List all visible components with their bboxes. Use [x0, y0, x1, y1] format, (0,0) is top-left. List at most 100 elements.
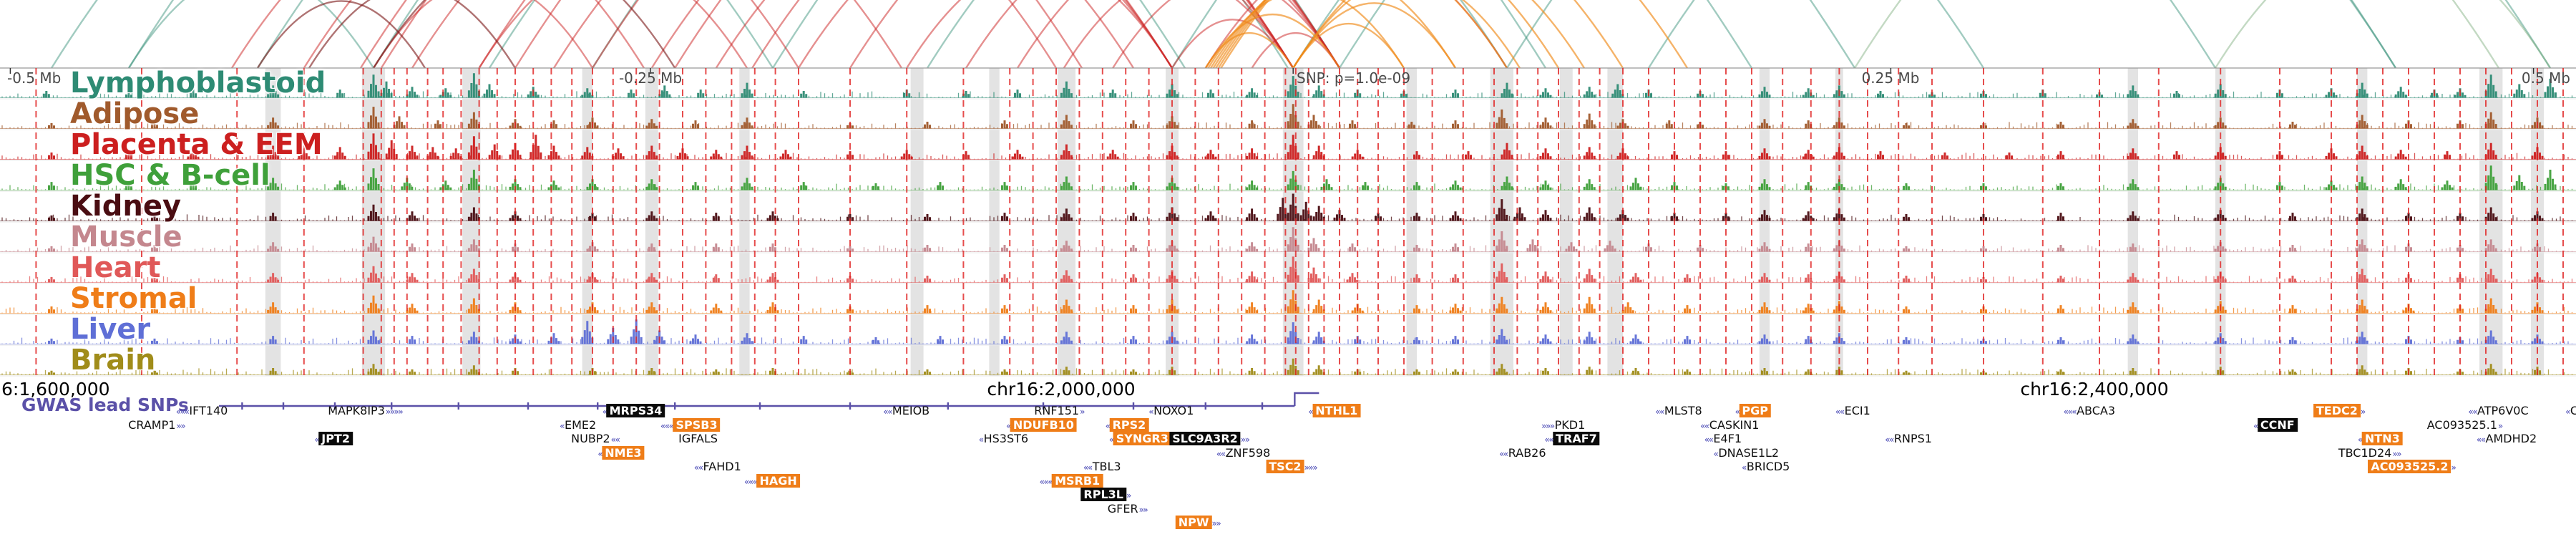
strand-arrows-icon: «« — [2476, 435, 2486, 445]
strand-arrows-icon: « — [560, 420, 565, 431]
track-label-lymphoblastoid[interactable]: Lymphoblastoid — [70, 67, 326, 100]
gene-amdhd2[interactable]: ««AMDHD2 — [2477, 432, 2537, 447]
strand-arrows-icon: » — [1126, 490, 1131, 500]
gene-label: MSRB1 — [1052, 473, 1103, 488]
gene-syngr3[interactable]: «SYNGR3 — [1109, 432, 1171, 447]
gwas-lead-snps-line[interactable] — [219, 392, 1319, 410]
gene-atp6v0c[interactable]: ««ATP6V0C — [2468, 404, 2529, 419]
gene-abca3[interactable]: «««ABCA3 — [2064, 404, 2116, 419]
gene-bricd5[interactable]: «BRICD5 — [1742, 460, 1790, 475]
track-signal-kidney[interactable] — [0, 193, 2576, 221]
gene-caskin1[interactable]: ««CASKIN1 — [1700, 418, 1760, 433]
gene-e4f1[interactable]: ««E4F1 — [1704, 432, 1742, 447]
track-label-muscle[interactable]: Muscle — [70, 221, 182, 253]
gene-hagh[interactable]: ««« HAGH — [744, 473, 800, 489]
track-label-placenta-eem[interactable]: Placenta & EEM — [70, 128, 323, 161]
gene-igfals[interactable]: IGFALS — [678, 432, 718, 445]
gene-tbc1d24[interactable]: TBC1D24»» — [2338, 445, 2402, 461]
gene-ac093525-1[interactable]: AC093525.1» — [2426, 418, 2503, 433]
gene-label: IFT140 — [189, 404, 228, 417]
gene-jpt2[interactable]: «JPT2 — [314, 432, 353, 447]
gene-rnps1[interactable]: ««RNPS1 — [1885, 432, 1933, 447]
strand-arrows-icon: ««« — [1039, 476, 1053, 487]
gene-rpl3l[interactable]: RPL3L» — [1080, 488, 1131, 503]
gene-znf598[interactable]: ««ZNF598 — [1216, 446, 1271, 461]
gene-label: TBC1D24 — [2338, 445, 2392, 460]
gene-mlst8[interactable]: ««MLST8 — [1655, 404, 1703, 419]
gene-nubp2[interactable]: NUBP2«« — [570, 432, 620, 447]
gene-dnase1l2[interactable]: «DNASE1L2 — [1713, 446, 1780, 461]
gene-ntn3[interactable]: «NTN3 — [2358, 432, 2403, 447]
gene-traf7[interactable]: «« TRAF7 — [1544, 432, 1600, 447]
track-signal-hsc-b-cell[interactable] — [0, 165, 2576, 190]
gene-label: CRAMP1 — [128, 417, 176, 432]
track-label-adipose[interactable]: Adipose — [70, 97, 200, 130]
gene-label: NTN3 — [2361, 432, 2403, 445]
gene-tbl3[interactable]: ««TBL3 — [1083, 460, 1122, 475]
gene-ift140[interactable]: «««IFT140 — [176, 404, 228, 419]
gene-rnf151[interactable]: RNF151» — [1033, 404, 1085, 419]
strand-arrows-icon: »»» — [1304, 463, 1318, 473]
track-label-heart[interactable]: Heart — [70, 251, 161, 284]
gene-tsc2[interactable]: TSC2»»» — [1266, 460, 1318, 475]
gene-noxo1[interactable]: «NOXO1 — [1148, 404, 1194, 419]
track-signal-stromal[interactable] — [0, 290, 2576, 314]
track-signal-lymphoblastoid[interactable] — [0, 73, 2576, 98]
gene-pkd1[interactable]: »»»PKD1 — [1541, 418, 1586, 433]
gene-ccnf[interactable]: «CCNF — [2253, 417, 2298, 433]
gene-c[interactable]: «C — [2565, 404, 2576, 419]
strand-arrows-icon: ««« — [175, 407, 190, 417]
gene-slc9a3r2[interactable]: SLC9A3R2»» — [1169, 432, 1250, 447]
gene-msrb1[interactable]: ««« MSRB1 — [1039, 473, 1103, 489]
gene-meiob[interactable]: ««MEIOB — [883, 404, 930, 419]
gene-tedc2[interactable]: TEDC2» — [2313, 404, 2366, 419]
gene-nthl1[interactable]: «NTHL1 — [1308, 404, 1361, 419]
gene-label: HAGH — [756, 473, 800, 488]
gene-npw[interactable]: NPW»» — [1175, 516, 1221, 531]
gene-nme3[interactable]: «NME3 — [597, 445, 645, 461]
track-signal-muscle[interactable] — [0, 227, 2576, 252]
gwas-lead-snps-track-label[interactable]: GWAS lead SNPs — [21, 395, 189, 415]
strand-arrows-icon: « — [2358, 435, 2363, 445]
gene-mapk8ip3[interactable]: MAPK8IP3»»»» — [327, 404, 404, 419]
strand-arrows-icon: « — [597, 448, 602, 459]
gene-label: CCNF — [2257, 417, 2298, 432]
ruler-label-left: -0.5 Mb — [7, 69, 62, 87]
gene-eci1[interactable]: ««ECI1 — [1835, 404, 1871, 419]
track-label-liver[interactable]: Liver — [70, 313, 151, 346]
track-label-kidney[interactable]: Kidney — [70, 190, 182, 223]
gene-label: PGP — [1739, 404, 1772, 417]
track-signal-adipose[interactable] — [0, 104, 2576, 129]
strand-arrows-icon: »» — [1211, 518, 1221, 528]
track-label-brain[interactable]: Brain — [70, 344, 156, 377]
strand-arrows-icon: «« — [1499, 448, 1508, 459]
gene-rps2[interactable]: «RPS2 — [1106, 417, 1149, 433]
gene-fahd1[interactable]: ««FAHD1 — [694, 460, 742, 475]
gene-cramp1[interactable]: CRAMP1»» — [127, 418, 185, 433]
gene-label: ZNF598 — [1225, 445, 1271, 460]
snp-position-lines — [35, 68, 2564, 376]
coordinate-label-center: chr16:2,000,000 — [987, 379, 1136, 400]
gene-ndufb10[interactable]: «NDUFB10 — [1006, 417, 1077, 433]
gene-label: ABCA3 — [2077, 404, 2116, 417]
gene-label: TBL3 — [1092, 460, 1121, 473]
gene-rab26[interactable]: ««RAB26 — [1499, 446, 1546, 461]
gene-pgp[interactable]: «PGP — [1735, 404, 1772, 419]
strand-arrows-icon: »» — [2392, 448, 2401, 459]
gene-mrps34[interactable]: «MRPS34 — [602, 404, 665, 419]
gene-spsb3[interactable]: ««« SPSB3 — [660, 417, 721, 433]
track-label-stromal[interactable]: Stromal — [70, 282, 197, 315]
gene-label: AC093525.2 — [2368, 460, 2451, 473]
gene-label: RPS2 — [1109, 417, 1149, 432]
gene-label: EME2 — [565, 417, 597, 432]
track-label-hsc-b-cell[interactable]: HSC & B-cell — [70, 159, 270, 192]
gene-eme2[interactable]: «EME2 — [560, 418, 597, 433]
gene-ac093525-2[interactable]: AC093525.2» — [2368, 460, 2457, 475]
gene-gfer[interactable]: GFER»» — [1107, 502, 1148, 517]
gene-hs3st6[interactable]: «HS3ST6 — [979, 432, 1029, 447]
strand-arrows-icon: «« — [1655, 407, 1664, 417]
strand-arrows-icon: »»»» — [385, 407, 404, 417]
strand-arrows-icon: «« — [1216, 448, 1226, 459]
